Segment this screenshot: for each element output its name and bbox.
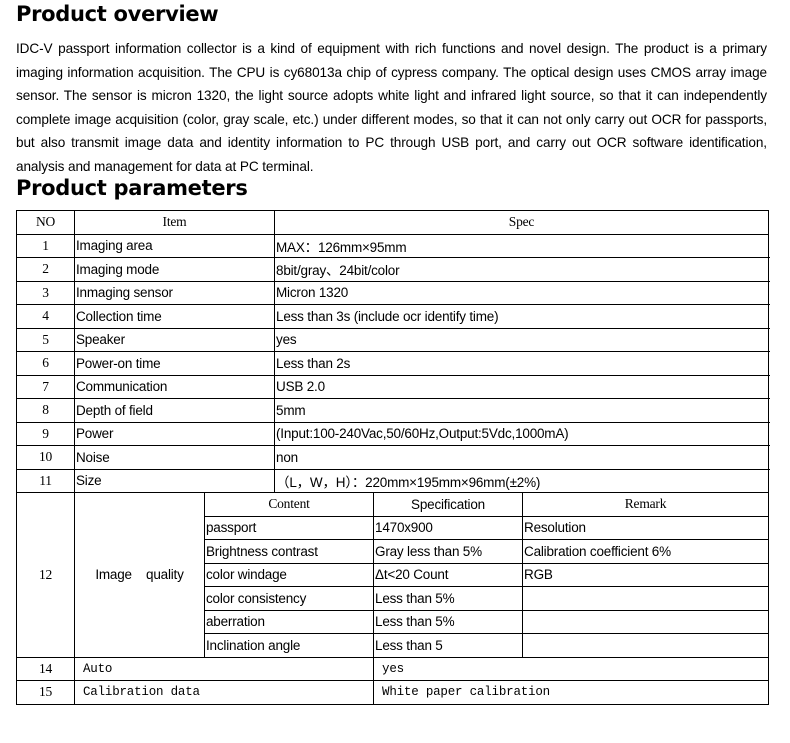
row-no: 3 [16, 280, 75, 305]
header-spec: Spec [274, 210, 770, 235]
row-no: 2 [16, 257, 75, 282]
row-spec: USB 2.0 [274, 374, 770, 399]
table-row: 14 Auto yes [16, 656, 770, 681]
row-no: 1 [16, 233, 75, 258]
table-header-row: NO Item Spec [16, 210, 770, 235]
row-no: 9 [16, 421, 75, 446]
row-no: 10 [16, 445, 75, 470]
row-item: Inmaging sensor [73, 280, 276, 305]
row-item: Power [73, 421, 276, 446]
quality-remark: RGB [522, 562, 770, 587]
overview-paragraph: IDC-V passport information collector is … [16, 41, 767, 174]
quality-content: Inclination angle [203, 633, 375, 658]
row-item: Imaging mode [73, 257, 276, 282]
row-spec: yes [373, 656, 770, 681]
table-row: 9 Power (Input:100-240Vac,50/60Hz,Output:5… [16, 421, 770, 446]
table-row: 1 Imaging area MAX：126mm×95mm [16, 233, 770, 258]
header-item: Item [73, 210, 276, 235]
quality-content: Brightness contrast [203, 539, 375, 564]
row-spec: MAX：126mm×95mm [274, 233, 770, 258]
quality-spec: Less than 5% [373, 586, 524, 611]
table-row: color consistency Less than 5% [17, 586, 770, 611]
row-item: Power-on time [73, 351, 276, 376]
row-spec: Less than 3s (include ocr identify time) [274, 304, 770, 329]
row-spec: Micron 1320 [274, 280, 770, 305]
row-spec: (Input:100-240Vac,50/60Hz,Output:5Vdc,10… [274, 421, 770, 446]
row-spec: 5mm [274, 398, 770, 423]
quality-item: Image quality [74, 492, 205, 658]
table-row: 8 Depth of field 5mm [16, 398, 770, 423]
quality-remark: Calibration coefficient 6% [522, 539, 770, 564]
row-no: 6 [16, 351, 75, 376]
row-spec: yes [274, 327, 770, 352]
quality-remark: Resolution [522, 515, 770, 540]
table-row: Brightness contrast Gray less than 5% Cali… [17, 539, 770, 564]
quality-remark [522, 609, 770, 634]
row-item: Noise [73, 445, 276, 470]
row-spec: Less than 2s [274, 351, 770, 376]
quality-spec: Less than 5% [373, 609, 524, 634]
row-spec: （L，W，H）：220mm×195mm×96mm(±2%) [274, 468, 770, 493]
header-no: NO [16, 210, 75, 235]
quality-spec: Δt<20 Count [373, 562, 524, 587]
quality-header-spec: Specification [373, 492, 524, 517]
row-item: Communication [73, 374, 276, 399]
row-item: Size [73, 468, 276, 493]
row-item: Speaker [73, 327, 276, 352]
row-item: Auto [73, 656, 375, 681]
quality-spec: Gray less than 5% [373, 539, 524, 564]
quality-content: aberration [203, 609, 375, 634]
row-item: Collection time [73, 304, 276, 329]
quality-no: 12 [16, 492, 75, 658]
table-row: color windage Δt<20 Count RGB [17, 562, 770, 587]
quality-remark [522, 633, 770, 658]
quality-spec: 1470x900 [373, 515, 524, 540]
table-row: 3 Inmaging sensor Micron 1320 [16, 280, 770, 305]
table-row: 7 Communication USB 2.0 [16, 374, 770, 399]
table-row: 4 Collection time Less than 3s (include oc… [16, 304, 770, 329]
row-no: 11 [16, 468, 75, 493]
quality-header-content: Content [203, 492, 375, 517]
row-spec: White paper calibration [373, 680, 770, 705]
quality-spec: Less than 5 [373, 633, 524, 658]
table-row: 5 Speaker yes [16, 327, 770, 352]
quality-content: passport [203, 515, 375, 540]
parameters-heading: Product parameters [16, 176, 248, 200]
table-row: aberration Less than 5% [17, 609, 770, 634]
row-no: 15 [16, 680, 75, 705]
quality-content: color windage [203, 562, 375, 587]
table-row: 6 Power-on time Less than 2s [16, 351, 770, 376]
quality-content: color consistency [203, 586, 375, 611]
row-item: Calibration data [73, 680, 375, 705]
row-no: 5 [16, 327, 75, 352]
row-spec: non [274, 445, 770, 470]
row-spec: 8bit/gray、24bit/color [274, 257, 770, 282]
table-row: 10 Noise non [16, 445, 770, 470]
overview-heading: Product overview [16, 2, 219, 26]
table-row: 12 Image quality Content Specification Remar… [16, 492, 770, 658]
row-no: 4 [16, 304, 75, 329]
row-no: 14 [16, 656, 75, 681]
row-no: 8 [16, 398, 75, 423]
table-row: 15 Calibration data White paper calibratio… [16, 680, 770, 705]
row-item: Depth of field [73, 398, 276, 423]
quality-header-remark: Remark [522, 492, 770, 517]
parameters-table: NO Item Spec 1 Imaging area MAX：126mm×95mm… [16, 210, 770, 705]
table-row: 11 Size （L，W，H）：220mm×195mm×96mm(±2%) [16, 468, 770, 493]
quality-remark [522, 586, 770, 611]
row-item: Imaging area [73, 233, 276, 258]
row-no: 7 [16, 374, 75, 399]
table-row: 2 Imaging mode 8bit/gray、24bit/color [16, 257, 770, 282]
